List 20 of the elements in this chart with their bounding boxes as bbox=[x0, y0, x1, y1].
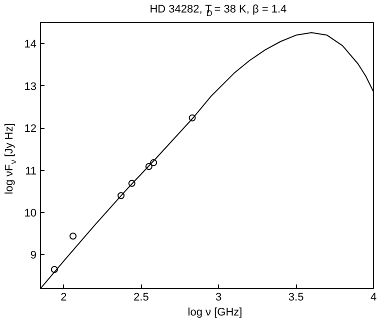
x-tick-label: 2 bbox=[60, 292, 67, 304]
y-tick-label: 13 bbox=[24, 80, 37, 93]
y-tick-label: 11 bbox=[25, 165, 37, 178]
point bbox=[118, 192, 125, 200]
y-tick-label: 12 bbox=[24, 123, 37, 136]
point bbox=[70, 232, 77, 240]
x-tick-label: 2.5 bbox=[134, 292, 149, 304]
x-axis-title: log ν [GHz] bbox=[188, 306, 242, 318]
point bbox=[128, 180, 136, 187]
point bbox=[145, 162, 152, 170]
y-tick-label: 9 bbox=[30, 250, 37, 262]
x-tick-label: 3.5 bbox=[288, 292, 304, 304]
point bbox=[150, 159, 158, 166]
x-tick-label: 3 bbox=[216, 292, 222, 304]
y-tick-label: 10 bbox=[24, 208, 37, 220]
y-axis-title: log νFν [Jy Hz] bbox=[4, 123, 18, 194]
x-tick-label: 4 bbox=[370, 292, 377, 304]
point bbox=[50, 266, 58, 273]
y-tick-label: 14 bbox=[24, 38, 37, 51]
point bbox=[188, 114, 196, 122]
